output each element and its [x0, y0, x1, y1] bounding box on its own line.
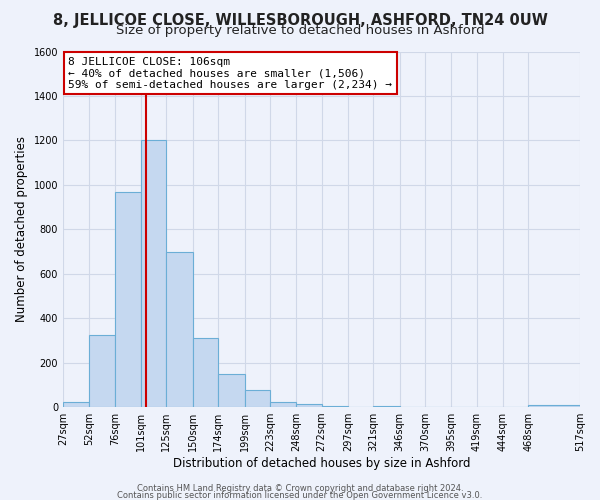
- Bar: [89, 335, 115, 407]
- Text: Size of property relative to detached houses in Ashford: Size of property relative to detached ho…: [116, 24, 484, 37]
- Bar: [245, 390, 270, 407]
- Bar: [115, 192, 141, 407]
- Text: Contains public sector information licensed under the Open Government Licence v3: Contains public sector information licen…: [118, 490, 482, 500]
- Bar: [141, 140, 166, 407]
- Bar: [270, 402, 296, 407]
- Bar: [296, 404, 322, 407]
- Text: 8 JELLICOE CLOSE: 106sqm
← 40% of detached houses are smaller (1,506)
59% of sem: 8 JELLICOE CLOSE: 106sqm ← 40% of detach…: [68, 57, 392, 90]
- Bar: [63, 402, 89, 407]
- Bar: [218, 374, 245, 407]
- Bar: [529, 405, 580, 407]
- Bar: [322, 406, 348, 407]
- X-axis label: Distribution of detached houses by size in Ashford: Distribution of detached houses by size …: [173, 457, 470, 470]
- Text: Contains HM Land Registry data © Crown copyright and database right 2024.: Contains HM Land Registry data © Crown c…: [137, 484, 463, 493]
- Text: 8, JELLICOE CLOSE, WILLESBOROUGH, ASHFORD, TN24 0UW: 8, JELLICOE CLOSE, WILLESBOROUGH, ASHFOR…: [53, 12, 547, 28]
- Y-axis label: Number of detached properties: Number of detached properties: [15, 136, 28, 322]
- Bar: [193, 338, 218, 407]
- Bar: [373, 406, 400, 407]
- Bar: [166, 252, 193, 407]
